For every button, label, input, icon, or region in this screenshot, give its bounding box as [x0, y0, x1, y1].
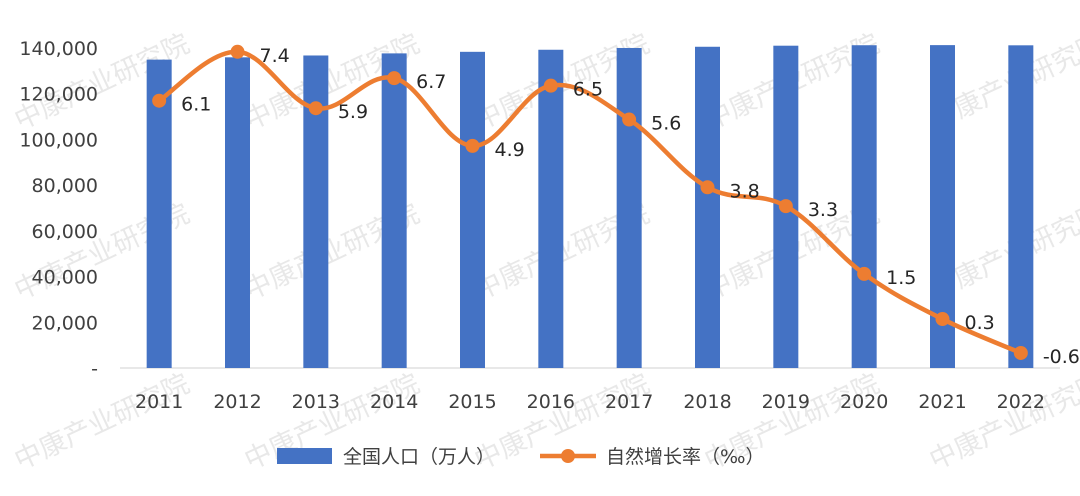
population-bar: [695, 46, 720, 368]
growth-rate-label: -0.6: [1043, 346, 1080, 368]
population-bar: [616, 47, 642, 369]
legend-bar-label: 全国人口（万人）: [343, 446, 495, 468]
x-tick-label: 2014: [370, 391, 418, 413]
legend-bar-swatch: [277, 448, 332, 464]
x-tick-label: 2016: [527, 391, 575, 413]
population-bar: [460, 51, 485, 368]
y-tick-label: 20,000: [32, 312, 98, 334]
legend-line-marker: [561, 449, 575, 463]
population-bar: [146, 59, 172, 368]
labels-layer: 6.1 7.4 5.9 6.7 4.9 6.5 5.6 3.8 3.3 1.5 0.3 -0.6: [181, 45, 1080, 368]
growth-rate-point: [778, 199, 793, 214]
growth-rate-label: 7.4: [260, 45, 290, 67]
population-bar: [381, 53, 407, 368]
x-tick-label: 2017: [605, 391, 653, 413]
y-tick-label: 140,000: [19, 38, 98, 60]
watermark-text: 中康产业研究院: [925, 368, 1080, 476]
growth-rate-point: [543, 78, 558, 93]
growth-rate-label: 4.9: [495, 139, 525, 161]
growth-rate-point: [935, 312, 950, 327]
growth-rate-label: 5.6: [651, 113, 681, 135]
line-layer: [152, 44, 1028, 360]
growth-rate-point: [700, 180, 715, 195]
x-tick-label: 2019: [762, 391, 810, 413]
legend: 全国人口（万人） 自然增长率（‰）: [277, 446, 765, 468]
y-tick-label: 120,000: [19, 84, 98, 106]
population-bar: [225, 57, 250, 369]
axis-layer: - 20,000 40,000 60,000 80,000 100,000 120,000 1…: [19, 38, 1060, 413]
growth-rate-label: 3.8: [730, 180, 760, 202]
x-tick-label: 2013: [292, 391, 340, 413]
y-tick-label: 80,000: [32, 175, 98, 197]
growth-rate-point: [230, 44, 245, 59]
y-tick-label: 100,000: [19, 129, 98, 151]
growth-rate-label: 6.7: [416, 71, 446, 93]
growth-rate-label: 6.5: [573, 79, 603, 101]
growth-rate-point: [1013, 345, 1028, 360]
x-tick-label: 2015: [448, 391, 496, 413]
growth-rate-label: 5.9: [338, 101, 368, 123]
x-tick-label: 2022: [997, 391, 1045, 413]
growth-rate-point: [857, 266, 872, 281]
y-tick-label: 40,000: [32, 267, 98, 289]
x-tick-label: 2020: [840, 391, 888, 413]
growth-rate-label: 3.3: [808, 199, 838, 221]
growth-rate-label: 6.1: [181, 94, 211, 116]
population-bar: [1008, 45, 1034, 369]
x-tick-label: 2012: [213, 391, 261, 413]
growth-rate-point: [465, 138, 480, 153]
y-tick-label: 60,000: [32, 221, 98, 243]
growth-rate-point: [387, 71, 402, 86]
x-tick-label: 2018: [683, 391, 731, 413]
legend-line-label: 自然增长率（‰）: [606, 446, 765, 468]
population-bar: [851, 45, 877, 369]
x-tick-label: 2021: [918, 391, 966, 413]
growth-rate-label: 0.3: [965, 312, 995, 334]
x-tick-label: 2011: [135, 391, 183, 413]
growth-rate-point: [152, 93, 167, 108]
population-bar: [538, 49, 564, 368]
growth-rate-point: [622, 112, 637, 127]
watermark-text: 中康产业研究院: [10, 368, 194, 476]
growth-rate-label: 1.5: [886, 267, 916, 289]
y-tick-label: -: [91, 358, 98, 380]
growth-rate-point: [308, 101, 323, 116]
